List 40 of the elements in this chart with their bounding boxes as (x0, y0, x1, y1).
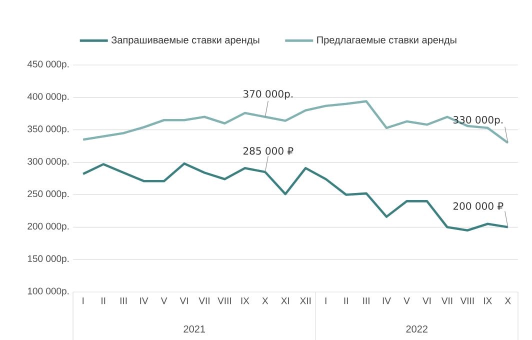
data-label: 285 000 ₽ (243, 147, 294, 155)
x-tick-label: II (102, 298, 106, 304)
data-label: 330 000р. (453, 116, 502, 126)
x-tick-label: XI (281, 298, 289, 304)
x-tick-label: VII (198, 298, 210, 304)
x-tick-label: I (325, 298, 326, 304)
x-tick-label: VIII (460, 298, 474, 304)
y-tick-label: 250 000р. (28, 190, 69, 200)
x-tick-label: III (363, 298, 370, 304)
x-tick-label: II (344, 298, 348, 304)
y-tick-label: 200 000р. (28, 222, 69, 232)
text: 2021 (184, 325, 206, 333)
x-tick-label: V (404, 298, 410, 304)
x-tick-label: I (82, 298, 84, 304)
x-tick-label: IX (484, 298, 492, 304)
x-tick-label: V (160, 298, 168, 304)
x-tick-label: VI (180, 298, 188, 304)
y-tick-label: 300 000р. (28, 158, 69, 167)
y-tick-label: 150 000р. (28, 255, 69, 264)
x-tick-label: VII (441, 298, 452, 304)
x-tick-label: IV (140, 298, 148, 304)
x-tick-label: IV (382, 298, 391, 304)
y-tick-label: 100 000р. (28, 288, 69, 296)
x-tick-label: IX (241, 298, 250, 304)
x-tick-label: VI (422, 298, 431, 304)
data-label: 370 000р. (243, 90, 293, 100)
data-label: 200 000 ₽ (453, 202, 504, 210)
line-series (82, 100, 510, 144)
line-series (82, 162, 510, 232)
x-tick-label: III (120, 298, 127, 304)
legend-label: Предлагаемые ставки аренды (317, 36, 456, 46)
legend-label: Запрашиваемые ставки аренды (111, 36, 260, 46)
x-tick-label: XII (300, 298, 311, 304)
x-tick-label: X (504, 298, 511, 304)
x-tick-label: X (262, 298, 268, 304)
x-tick-label: VIII (218, 298, 231, 304)
text: 2022 (406, 325, 428, 333)
y-tick-label: 350 000р. (28, 126, 69, 134)
y-tick-label: 400 000р. (27, 93, 69, 102)
y-tick-label: 450 000р. (27, 60, 69, 70)
